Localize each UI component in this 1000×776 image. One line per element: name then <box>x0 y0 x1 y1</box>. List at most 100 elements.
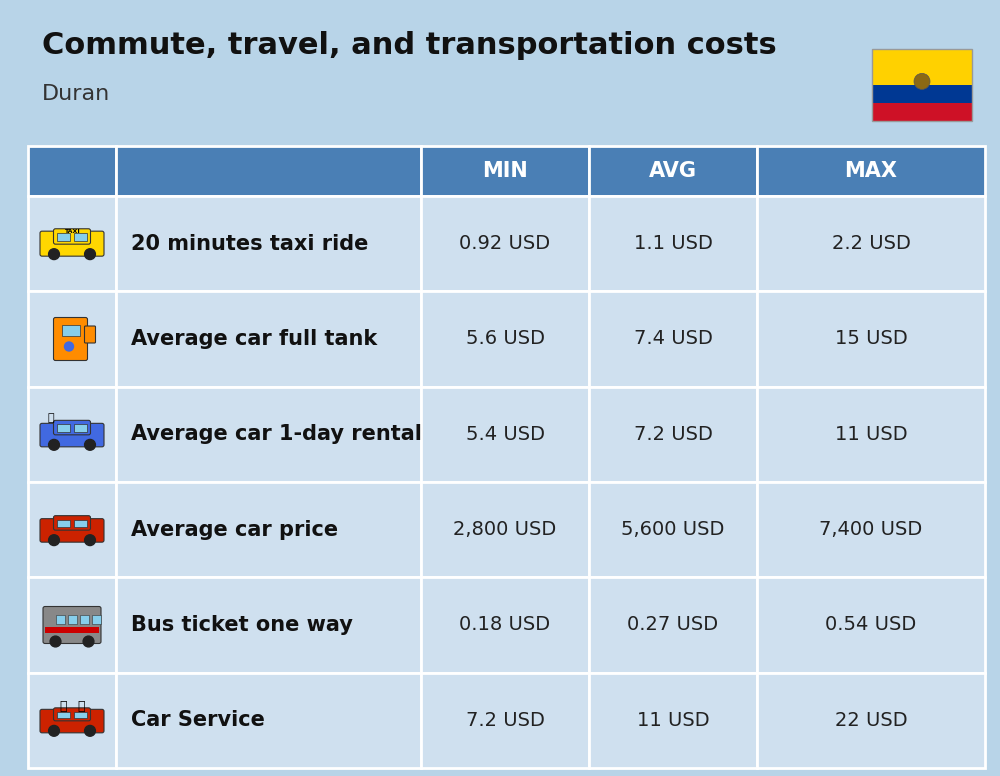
Text: 0.92 USD: 0.92 USD <box>459 234 551 253</box>
Text: Car Service: Car Service <box>131 710 265 730</box>
Bar <box>872 85 972 103</box>
Text: 5.4 USD: 5.4 USD <box>466 424 544 444</box>
Text: 20 minutes taxi ride: 20 minutes taxi ride <box>131 234 368 254</box>
Text: Bus ticket one way: Bus ticket one way <box>131 615 353 635</box>
Bar <box>421 291 589 386</box>
Text: 15 USD: 15 USD <box>835 330 907 348</box>
Circle shape <box>49 726 59 736</box>
FancyBboxPatch shape <box>74 712 87 718</box>
Text: 🔧: 🔧 <box>59 700 67 713</box>
Text: 🔑: 🔑 <box>48 413 54 423</box>
Bar <box>589 482 757 577</box>
Bar <box>28 482 116 577</box>
Circle shape <box>914 74 930 89</box>
FancyBboxPatch shape <box>43 607 101 643</box>
Bar <box>872 49 972 121</box>
Bar <box>589 386 757 482</box>
Text: TAXI: TAXI <box>64 229 80 234</box>
Bar <box>872 103 972 121</box>
Bar <box>28 196 116 291</box>
Circle shape <box>49 439 59 450</box>
Text: Commute, travel, and transportation costs: Commute, travel, and transportation cost… <box>42 31 777 60</box>
Text: Average car 1-day rental: Average car 1-day rental <box>131 424 422 445</box>
Bar <box>116 386 421 482</box>
Bar <box>116 196 421 291</box>
Bar <box>421 673 589 768</box>
Bar <box>589 146 757 196</box>
Bar <box>421 577 589 673</box>
FancyBboxPatch shape <box>40 424 104 447</box>
Text: 11 USD: 11 USD <box>637 711 709 730</box>
Text: 11 USD: 11 USD <box>835 424 907 444</box>
FancyBboxPatch shape <box>40 518 104 542</box>
FancyBboxPatch shape <box>54 708 90 721</box>
Text: MIN: MIN <box>482 161 528 181</box>
Bar <box>757 673 985 768</box>
Bar <box>589 673 757 768</box>
FancyBboxPatch shape <box>54 516 90 530</box>
FancyBboxPatch shape <box>57 233 70 241</box>
Circle shape <box>64 342 74 351</box>
Text: 7.4 USD: 7.4 USD <box>634 330 712 348</box>
Text: 1.1 USD: 1.1 USD <box>634 234 712 253</box>
Bar <box>421 482 589 577</box>
FancyBboxPatch shape <box>40 231 104 256</box>
FancyBboxPatch shape <box>57 424 70 432</box>
Text: AVG: AVG <box>649 161 697 181</box>
FancyBboxPatch shape <box>56 615 64 623</box>
Text: 2.2 USD: 2.2 USD <box>832 234 910 253</box>
Circle shape <box>85 726 95 736</box>
FancyBboxPatch shape <box>54 421 90 435</box>
Bar <box>872 49 972 85</box>
Circle shape <box>83 636 94 647</box>
Text: 7.2 USD: 7.2 USD <box>634 424 712 444</box>
FancyBboxPatch shape <box>92 615 101 623</box>
Bar <box>28 577 116 673</box>
Text: 5,600 USD: 5,600 USD <box>621 520 725 539</box>
Bar <box>421 386 589 482</box>
FancyBboxPatch shape <box>54 317 88 361</box>
Bar <box>757 146 985 196</box>
Circle shape <box>85 535 95 546</box>
Bar <box>28 673 116 768</box>
Bar <box>757 482 985 577</box>
Bar <box>116 577 421 673</box>
FancyBboxPatch shape <box>74 520 87 527</box>
Bar <box>757 386 985 482</box>
Text: 5.6 USD: 5.6 USD <box>466 330 544 348</box>
Text: Duran: Duran <box>42 84 110 104</box>
FancyBboxPatch shape <box>57 712 70 718</box>
Text: 22 USD: 22 USD <box>835 711 907 730</box>
FancyBboxPatch shape <box>57 520 70 527</box>
Bar <box>757 291 985 386</box>
Text: Average car price: Average car price <box>131 520 338 539</box>
Text: Average car full tank: Average car full tank <box>131 329 377 349</box>
Bar <box>28 146 116 196</box>
Circle shape <box>49 249 59 259</box>
Bar <box>421 196 589 291</box>
Text: 0.54 USD: 0.54 USD <box>825 615 917 635</box>
Bar <box>421 146 589 196</box>
Circle shape <box>50 636 61 647</box>
FancyBboxPatch shape <box>80 615 88 623</box>
Bar <box>757 196 985 291</box>
FancyBboxPatch shape <box>54 229 90 244</box>
Bar <box>757 577 985 673</box>
Text: 0.27 USD: 0.27 USD <box>627 615 719 635</box>
Bar <box>589 291 757 386</box>
Bar <box>116 482 421 577</box>
Bar <box>589 577 757 673</box>
Circle shape <box>85 439 95 450</box>
Bar <box>589 196 757 291</box>
FancyBboxPatch shape <box>62 325 80 336</box>
Text: 🔩: 🔩 <box>77 700 85 713</box>
Text: 7,400 USD: 7,400 USD <box>819 520 923 539</box>
FancyBboxPatch shape <box>45 626 99 632</box>
Circle shape <box>85 249 95 259</box>
Text: 0.18 USD: 0.18 USD <box>459 615 551 635</box>
Circle shape <box>49 535 59 546</box>
Bar <box>116 291 421 386</box>
Text: 7.2 USD: 7.2 USD <box>466 711 544 730</box>
FancyBboxPatch shape <box>68 615 76 623</box>
Bar <box>116 673 421 768</box>
